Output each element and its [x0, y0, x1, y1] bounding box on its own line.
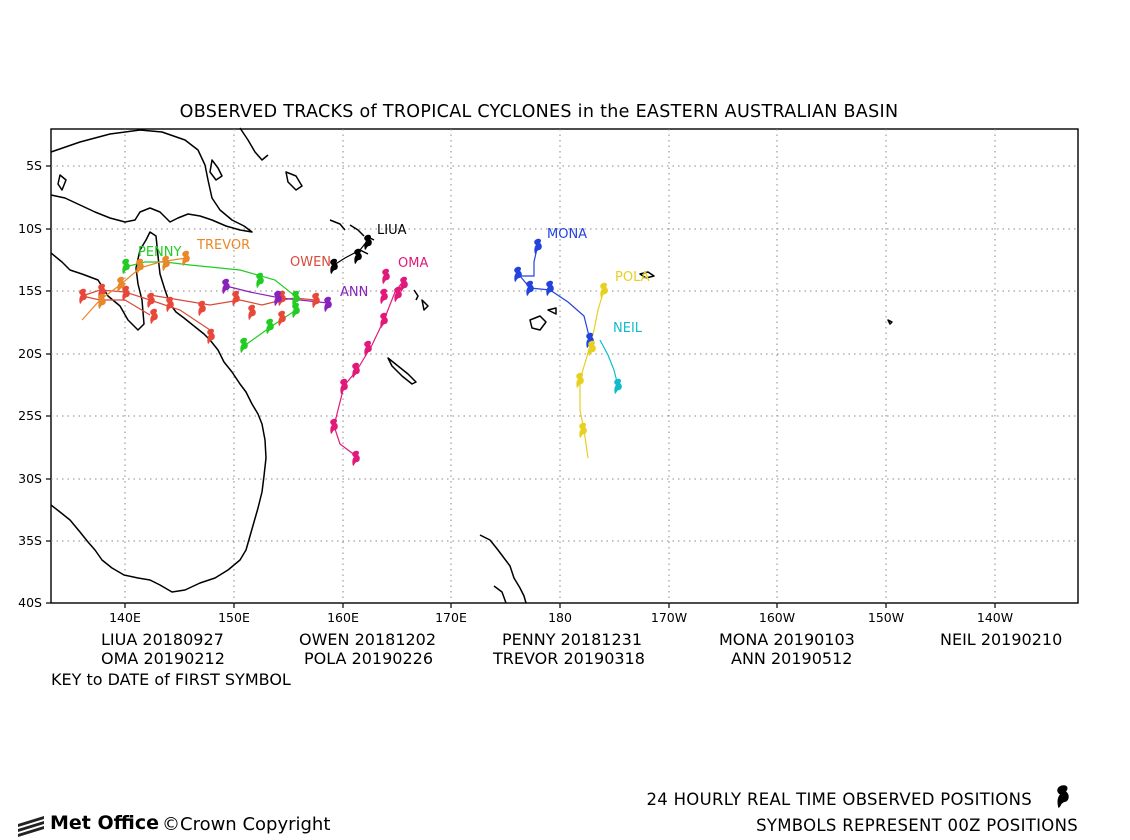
brand-name: Met Office — [50, 812, 159, 834]
track-label-liua: LIUA — [377, 223, 407, 238]
legend-entry-pola: POLA 20190226 — [304, 649, 433, 668]
lon-tick-label: 150W — [868, 610, 904, 625]
owen-symbols — [79, 283, 320, 344]
track-label-penny: PENNY — [138, 245, 182, 260]
graticule — [51, 129, 1078, 603]
footer-line-2: SYMBOLS REPRESENT 00Z POSITIONS — [756, 816, 1078, 835]
track-label-trevor: TREVOR — [196, 238, 250, 253]
axis-ticks — [46, 165, 996, 608]
legend-entry-liua: LIUA 20180927 — [101, 630, 224, 649]
lat-tick-label: 35S — [18, 533, 42, 548]
track-label-neil: NEIL — [613, 321, 643, 336]
legend-entry-penny: PENNY 20181231 — [502, 630, 642, 649]
lon-tick-label: 180 — [548, 610, 572, 625]
lat-tick-label: 10S — [18, 221, 42, 236]
met-office-logo-icon — [18, 816, 44, 837]
mona-symbols — [514, 238, 594, 348]
map-title: OBSERVED TRACKS of TROPICAL CYCLONES in … — [179, 102, 899, 122]
lat-tick-label: 15S — [18, 283, 42, 298]
lon-tick-label: 170W — [651, 610, 687, 625]
legend-entry-mona: MONA 20190103 — [719, 630, 855, 649]
lat-tick-label: 30S — [18, 471, 42, 486]
legend-entry-trevor: TREVOR 20190318 — [493, 649, 645, 668]
australia-coast — [50, 231, 267, 593]
copyright-notice: ©Crown Copyright — [162, 814, 331, 835]
lat-tick-label: 40S — [18, 595, 42, 610]
tropical-cyclone-symbol-icon — [1057, 785, 1069, 808]
new-guinea-coast — [50, 129, 253, 233]
lon-tick-label: 160E — [327, 610, 359, 625]
track-liua — [333, 239, 369, 266]
map-frame — [50, 128, 1079, 604]
lon-tick-label: 150E — [218, 610, 250, 625]
lat-tick-label: 25S — [18, 408, 42, 423]
new-zealand-coast — [479, 534, 527, 604]
track-label-pola: POLA — [615, 270, 650, 285]
track-neil — [599, 339, 619, 387]
lon-tick-label: 140W — [977, 610, 1013, 625]
track-label-owen: OWEN — [290, 255, 331, 270]
neil-symbols — [614, 378, 622, 394]
lat-tick-label: 5S — [26, 158, 42, 173]
track-label-oma: OMA — [398, 256, 428, 271]
track-owen — [81, 289, 316, 331]
footer-line-1: 24 HOURLY REAL TIME OBSERVED POSITIONS — [646, 790, 1032, 809]
legend-entry-oma: OMA 20190212 — [101, 649, 225, 668]
coastlines — [50, 127, 893, 604]
track-label-ann: ANN — [340, 285, 368, 300]
track-label-mona: MONA — [547, 227, 587, 242]
cyclone-tracks — [81, 239, 619, 459]
track-trevor — [81, 257, 187, 321]
lon-tick-label: 160W — [759, 610, 795, 625]
lon-tick-label: 170E — [435, 610, 467, 625]
lat-tick-label: 20S — [18, 346, 42, 361]
key-note: KEY to DATE of FIRST SYMBOL — [51, 670, 291, 689]
legend-entry-ann: ANN 20190512 — [731, 649, 853, 668]
legend-entry-owen: OWEN 20181202 — [299, 630, 437, 649]
lon-tick-label: 140E — [109, 610, 141, 625]
legend-entry-neil: NEIL 20190210 — [940, 630, 1063, 649]
